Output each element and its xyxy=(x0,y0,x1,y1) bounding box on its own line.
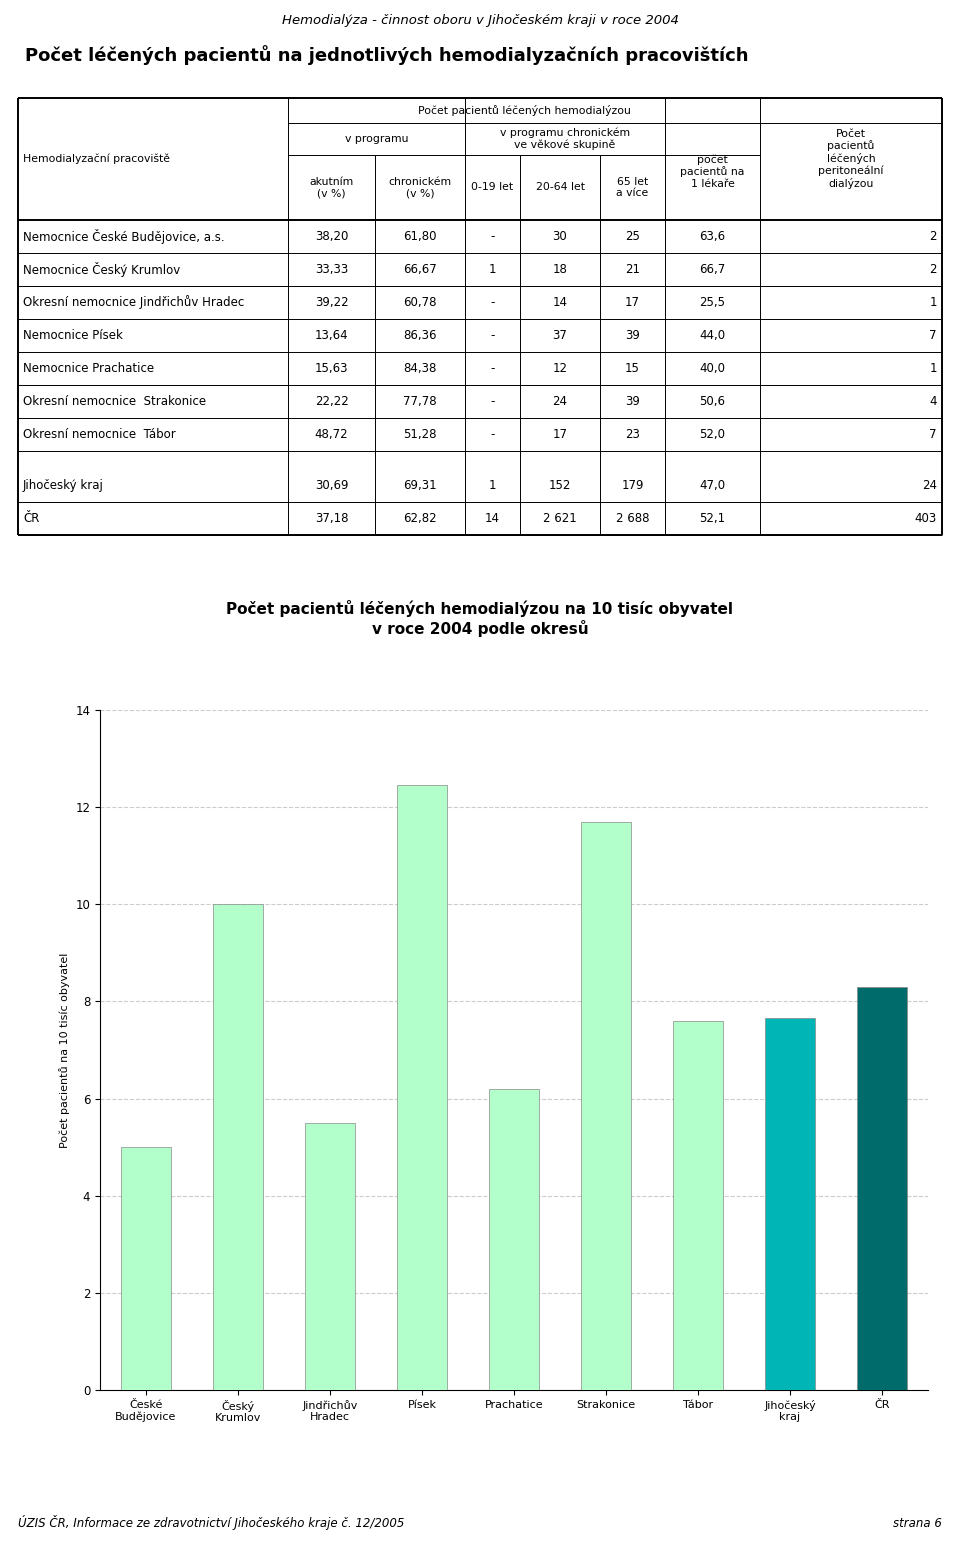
Text: 37: 37 xyxy=(553,329,567,343)
Text: 17: 17 xyxy=(625,296,640,308)
Text: 69,31: 69,31 xyxy=(403,479,437,491)
Bar xyxy=(765,1018,815,1390)
Text: 14: 14 xyxy=(485,512,500,525)
Text: v programu chronickém
ve věkové skupině: v programu chronickém ve věkové skupině xyxy=(500,127,630,150)
Text: 18: 18 xyxy=(553,264,567,276)
Text: strana 6: strana 6 xyxy=(893,1517,942,1530)
Text: 39: 39 xyxy=(625,395,640,408)
Text: 4: 4 xyxy=(929,395,937,408)
Text: 65 let
a více: 65 let a více xyxy=(616,177,649,198)
Text: 0-19 let: 0-19 let xyxy=(471,183,514,192)
Text: Okresní nemocnice Jindřichův Hradec: Okresní nemocnice Jindřichův Hradec xyxy=(23,296,244,310)
Text: -: - xyxy=(491,329,494,343)
Text: Počet
pacientů
léčených
peritoneální
dialýzou: Počet pacientů léčených peritoneální dia… xyxy=(818,129,884,189)
Text: Počet léčených pacientů na jednotlivých hemodialyzačních pracovištích: Počet léčených pacientů na jednotlivých … xyxy=(25,45,749,65)
Text: 1: 1 xyxy=(929,296,937,308)
Text: -: - xyxy=(491,363,494,375)
Text: Okresní nemocnice  Strakonice: Okresní nemocnice Strakonice xyxy=(23,395,206,408)
Text: 60,78: 60,78 xyxy=(403,296,437,308)
Text: -: - xyxy=(491,428,494,442)
Text: 20-64 let: 20-64 let xyxy=(536,183,585,192)
Text: 47,0: 47,0 xyxy=(700,479,726,491)
Y-axis label: Počet pacientů na 10 tisíc obyvatel: Počet pacientů na 10 tisíc obyvatel xyxy=(59,952,70,1147)
Text: 66,7: 66,7 xyxy=(700,264,726,276)
Text: 1: 1 xyxy=(489,264,496,276)
Text: 12: 12 xyxy=(553,363,567,375)
Bar xyxy=(856,987,907,1390)
Text: 2: 2 xyxy=(929,229,937,243)
Text: 63,6: 63,6 xyxy=(700,229,726,243)
Text: chronickém
(v %): chronickém (v %) xyxy=(389,177,451,198)
Text: 2 621: 2 621 xyxy=(543,512,577,525)
Bar xyxy=(581,822,632,1390)
Text: 2: 2 xyxy=(929,264,937,276)
Text: 40,0: 40,0 xyxy=(700,363,726,375)
Text: 1: 1 xyxy=(929,363,937,375)
Text: Hemodialyzační pracoviště: Hemodialyzační pracoviště xyxy=(23,153,170,164)
Text: 152: 152 xyxy=(549,479,571,491)
Text: v programu: v programu xyxy=(345,133,408,144)
Text: Jihočeský kraj: Jihočeský kraj xyxy=(23,479,104,491)
Text: Počet pacientů léčených hemodialýzou na 10 tisíc obyvatel
v roce 2004 podle okre: Počet pacientů léčených hemodialýzou na … xyxy=(227,600,733,637)
Text: 14: 14 xyxy=(553,296,567,308)
Text: 33,33: 33,33 xyxy=(315,264,348,276)
Text: 17: 17 xyxy=(553,428,567,442)
Text: -: - xyxy=(491,229,494,243)
Text: 38,20: 38,20 xyxy=(315,229,348,243)
Text: Nemocnice České Budějovice, a.s.: Nemocnice České Budějovice, a.s. xyxy=(23,229,225,243)
Text: 30: 30 xyxy=(553,229,567,243)
Text: Okresní nemocnice  Tábor: Okresní nemocnice Tábor xyxy=(23,428,176,442)
Text: 22,22: 22,22 xyxy=(315,395,348,408)
Text: 52,0: 52,0 xyxy=(700,428,726,442)
Text: 39,22: 39,22 xyxy=(315,296,348,308)
Text: -: - xyxy=(491,296,494,308)
Text: 61,80: 61,80 xyxy=(403,229,437,243)
Text: 52,1: 52,1 xyxy=(700,512,726,525)
Text: 7: 7 xyxy=(929,329,937,343)
Text: Nemocnice Prachatice: Nemocnice Prachatice xyxy=(23,363,155,375)
Text: 48,72: 48,72 xyxy=(315,428,348,442)
Text: 30,69: 30,69 xyxy=(315,479,348,491)
Text: -: - xyxy=(491,395,494,408)
Text: 15,63: 15,63 xyxy=(315,363,348,375)
Text: 23: 23 xyxy=(625,428,640,442)
Text: 44,0: 44,0 xyxy=(700,329,726,343)
Text: 24: 24 xyxy=(922,479,937,491)
Text: 403: 403 xyxy=(915,512,937,525)
Text: 25,5: 25,5 xyxy=(700,296,726,308)
Text: 77,78: 77,78 xyxy=(403,395,437,408)
Text: Počet pacientů léčených hemodialýzou: Počet pacientů léčených hemodialýzou xyxy=(418,105,631,116)
Bar xyxy=(489,1088,540,1390)
Text: 15: 15 xyxy=(625,363,640,375)
Text: 66,67: 66,67 xyxy=(403,264,437,276)
Text: 84,38: 84,38 xyxy=(403,363,437,375)
Text: 13,64: 13,64 xyxy=(315,329,348,343)
Text: 50,6: 50,6 xyxy=(700,395,726,408)
Text: 62,82: 62,82 xyxy=(403,512,437,525)
Text: akutním
(v %): akutním (v %) xyxy=(309,177,353,198)
Text: ÚZIS ČR, Informace ze zdravotnictví Jihočeského kraje č. 12/2005: ÚZIS ČR, Informace ze zdravotnictví Jiho… xyxy=(18,1514,404,1530)
Text: Hemodialýza - činnost oboru v Jihočeském kraji v roce 2004: Hemodialýza - činnost oboru v Jihočeském… xyxy=(281,14,679,26)
Text: 86,36: 86,36 xyxy=(403,329,437,343)
Bar xyxy=(673,1021,723,1390)
Text: 37,18: 37,18 xyxy=(315,512,348,525)
Bar xyxy=(213,904,263,1390)
Text: 39: 39 xyxy=(625,329,640,343)
Text: 51,28: 51,28 xyxy=(403,428,437,442)
Text: počet
pacientů na
1 lékaře: počet pacientů na 1 lékaře xyxy=(681,153,745,189)
Text: Nemocnice Český Krumlov: Nemocnice Český Krumlov xyxy=(23,262,180,277)
Text: 1: 1 xyxy=(489,479,496,491)
Text: 24: 24 xyxy=(553,395,567,408)
Text: 21: 21 xyxy=(625,264,640,276)
Bar xyxy=(304,1122,355,1390)
Text: ČR: ČR xyxy=(23,512,39,525)
Text: 25: 25 xyxy=(625,229,640,243)
Text: 179: 179 xyxy=(621,479,644,491)
Text: Nemocnice Písek: Nemocnice Písek xyxy=(23,329,123,343)
Text: 2 688: 2 688 xyxy=(615,512,649,525)
Bar xyxy=(121,1147,171,1390)
Text: 7: 7 xyxy=(929,428,937,442)
Bar xyxy=(396,786,447,1390)
